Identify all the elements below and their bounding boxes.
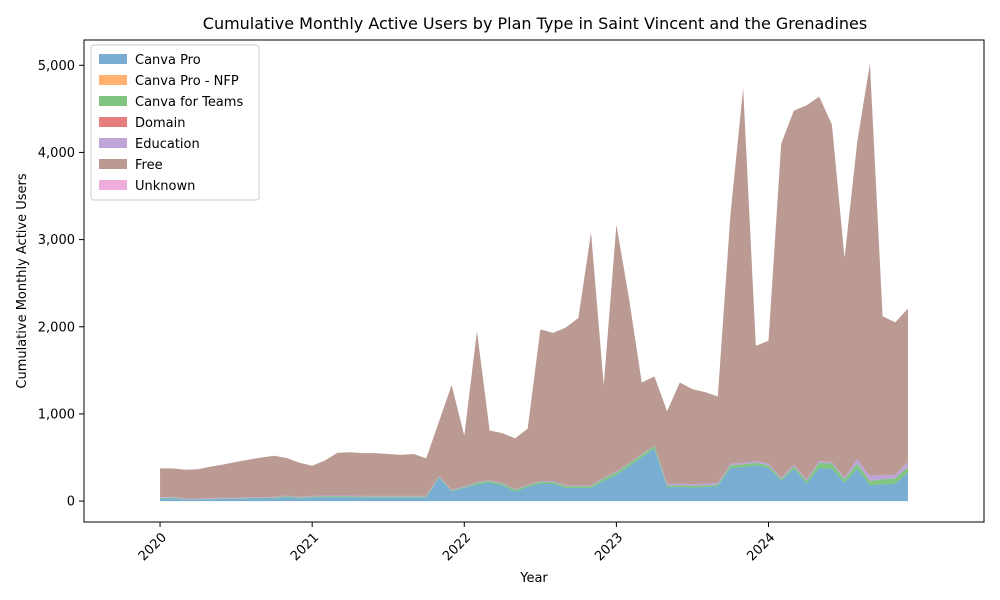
legend-swatch-canva-for-teams bbox=[99, 96, 127, 106]
legend-swatch-canva-pro-nfp bbox=[99, 75, 127, 85]
area-free bbox=[160, 63, 908, 499]
y-axis: 0 1,000 2,000 3,000 4,000 5,000 bbox=[38, 59, 84, 510]
legend-swatch-free bbox=[99, 159, 127, 169]
legend-swatch-education bbox=[99, 138, 127, 148]
legend-label-free: Free bbox=[135, 158, 163, 173]
legend-swatch-unknown bbox=[99, 180, 127, 190]
chart-title: Cumulative Monthly Active Users by Plan … bbox=[203, 14, 867, 33]
legend-swatch-domain bbox=[99, 117, 127, 127]
legend-label-canva-for-teams: Canva for Teams bbox=[135, 95, 243, 110]
y-tick-label: 1,000 bbox=[38, 407, 75, 422]
legend-label-canva-pro-nfp: Canva Pro - NFP bbox=[135, 74, 239, 89]
legend-label-canva-pro: Canva Pro bbox=[135, 53, 201, 68]
y-tick-label: 4,000 bbox=[38, 146, 75, 161]
y-tick-label: 5,000 bbox=[38, 59, 75, 74]
area-series-group bbox=[160, 63, 908, 502]
x-axis-label: Year bbox=[519, 571, 548, 586]
legend-label-unknown: Unknown bbox=[135, 179, 195, 194]
legend-label-education: Education bbox=[135, 137, 200, 152]
y-tick-label: 3,000 bbox=[38, 233, 75, 248]
legend: Canva Pro Canva Pro - NFP Canva for Teams D… bbox=[90, 44, 260, 201]
legend-label-domain: Domain bbox=[135, 116, 185, 131]
y-axis-label: Cumulative Monthly Active Users bbox=[15, 173, 30, 388]
legend-swatch-canva-pro bbox=[99, 54, 127, 64]
plot-frame bbox=[83, 39, 985, 523]
y-tick-label: 0 bbox=[67, 495, 75, 510]
y-tick-label: 2,000 bbox=[38, 320, 75, 335]
legend-frame bbox=[90, 44, 260, 201]
area-canva-pro bbox=[160, 448, 908, 502]
